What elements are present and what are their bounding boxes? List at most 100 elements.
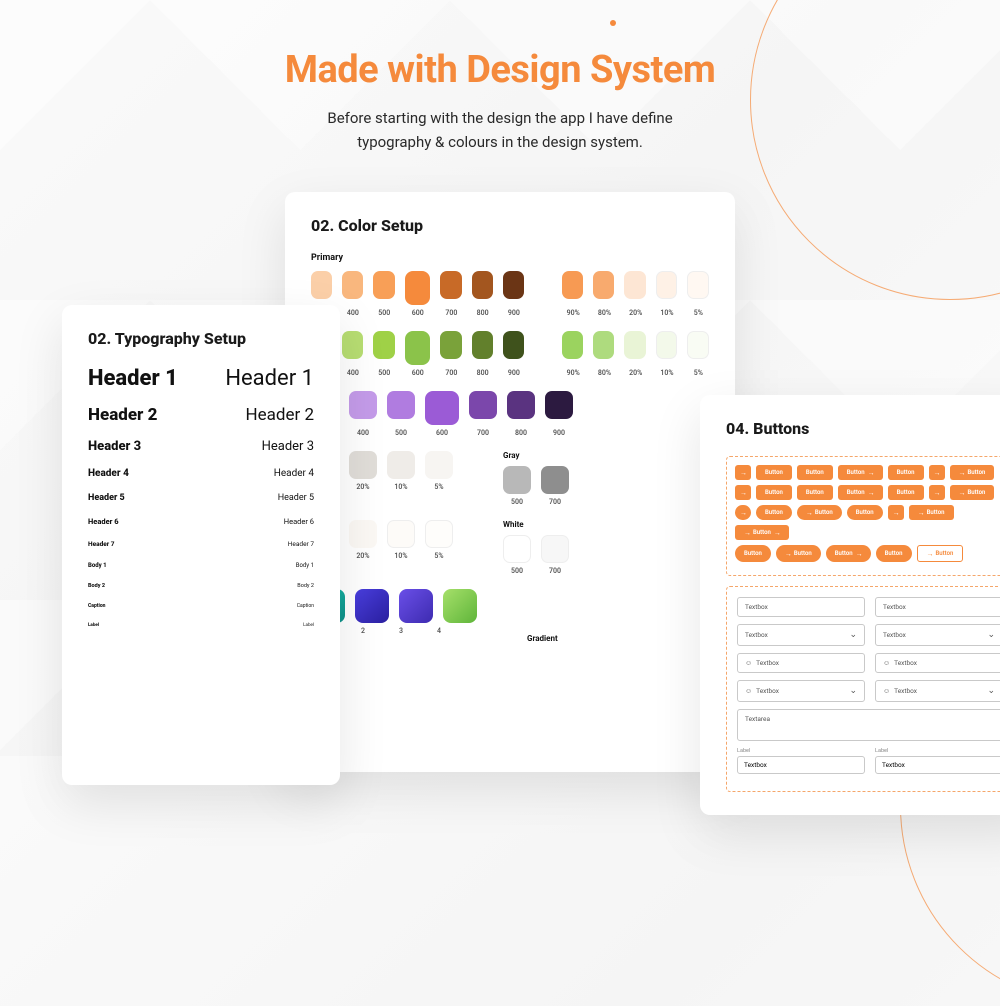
swatch-label: 800 [472, 309, 493, 317]
button[interactable]: Button [797, 505, 842, 520]
color-swatch [373, 331, 394, 359]
color-swatch [311, 271, 332, 299]
button[interactable]: Button [950, 485, 995, 500]
icon-button[interactable] [929, 465, 945, 480]
label-textbox[interactable]: Textbox [875, 756, 1000, 774]
swatch-label: 600 [405, 369, 431, 377]
button-label: Button [856, 509, 874, 516]
select-textbox-icon[interactable]: ☺Textbox [737, 680, 865, 702]
color-swatch [687, 331, 709, 359]
buttons-card: 04. Buttons ButtonButtonButtonButtonButt… [700, 395, 1000, 815]
button[interactable]: Button [797, 485, 833, 500]
color-title: 02. Color Setup [311, 216, 709, 235]
button-label: Button [794, 550, 812, 557]
swatch-label: 800 [472, 369, 493, 377]
button[interactable]: Button [826, 545, 871, 562]
swatch-label: 400 [349, 429, 377, 437]
swatch-label: 500 [503, 567, 531, 575]
button[interactable]: Button [756, 485, 792, 500]
button[interactable]: Button [950, 465, 995, 480]
button[interactable]: Button [847, 505, 883, 520]
swatch-label: 4 [425, 627, 453, 635]
textarea[interactable]: Textarea [737, 709, 1000, 741]
button[interactable]: Button [909, 505, 954, 520]
color-swatch [349, 451, 377, 479]
textbox[interactable]: Textbox [875, 597, 1000, 617]
select-textbox[interactable]: Textbox [875, 624, 1000, 646]
typography-row: Body 1Body 1 [88, 562, 314, 569]
type-sample-bold: Caption [88, 603, 105, 609]
color-swatch [562, 271, 583, 299]
icon-button[interactable] [888, 505, 904, 520]
swatch-label: 10% [387, 483, 415, 491]
button-label: Button [765, 489, 783, 496]
button[interactable]: Button [888, 485, 924, 500]
arrow-icon [806, 510, 812, 516]
button[interactable]: Button [876, 545, 912, 562]
swatch-label: 80% [594, 309, 615, 317]
color-swatch [593, 271, 614, 299]
type-sample-regular: Header 3 [262, 439, 314, 454]
color-swatch [342, 331, 363, 359]
color-swatch [656, 331, 678, 359]
button[interactable]: Button [797, 465, 833, 480]
button[interactable]: Button [776, 545, 821, 562]
textbox[interactable]: Textbox [737, 597, 865, 617]
arrow-icon [740, 490, 746, 496]
button[interactable]: Button [735, 545, 771, 562]
color-swatch [387, 520, 415, 548]
button-label: Button [968, 469, 986, 476]
type-sample-bold: Header 6 [88, 517, 119, 526]
button-label: Button [897, 469, 915, 476]
swatch-label: 90% [563, 369, 584, 377]
swatch-label: 400 [342, 369, 363, 377]
arrow-icon [934, 490, 940, 496]
arrow-icon [893, 510, 899, 516]
color-swatch [425, 391, 459, 425]
white-label: White [503, 520, 569, 529]
arrow-icon [868, 490, 874, 496]
button[interactable]: Button [756, 505, 792, 520]
arrow-icon [959, 470, 965, 476]
typography-row: Header 1Header 1 [88, 366, 314, 391]
color-swatch [503, 535, 531, 563]
select-textbox[interactable]: Textbox [737, 624, 865, 646]
button[interactable]: Button [735, 525, 789, 540]
type-sample-regular: Header 2 [245, 405, 314, 425]
textbox-icon[interactable]: ☺Textbox [875, 653, 1000, 673]
gradient-swatch [355, 589, 389, 623]
select-textbox-icon[interactable]: ☺Textbox [875, 680, 1000, 702]
swatch-label: 20% [349, 552, 377, 560]
type-sample-regular: Header 7 [288, 540, 314, 548]
color-swatch [545, 391, 573, 419]
label-textbox[interactable]: Textbox [737, 756, 865, 774]
buttons-showcase: Button Button Button Button Button Button But… [726, 456, 1000, 576]
swatch-label: 500 [374, 309, 395, 317]
color-swatch [440, 331, 461, 359]
textbox-icon[interactable]: ☺Textbox [737, 653, 865, 673]
type-sample-bold: Header 2 [88, 405, 157, 425]
color-swatch [405, 271, 431, 305]
color-swatch [541, 535, 569, 563]
button-label: Button [835, 550, 853, 557]
button-label: Button [847, 489, 865, 496]
color-swatch [469, 391, 497, 419]
icon-button[interactable] [735, 485, 751, 500]
icon-button[interactable] [735, 465, 751, 480]
button[interactable]: Button [756, 465, 792, 480]
button[interactable]: Button [917, 545, 964, 562]
button[interactable]: Button [888, 465, 924, 480]
type-sample-bold: Header 3 [88, 439, 141, 454]
color-swatch [425, 520, 453, 548]
color-swatch [349, 391, 377, 419]
color-swatch [503, 466, 531, 494]
button[interactable]: Button [838, 485, 883, 500]
arrow-icon [927, 551, 933, 557]
button-label: Button [885, 550, 903, 557]
typography-row: Header 7Header 7 [88, 540, 314, 548]
swatch-label: 80% [594, 369, 615, 377]
icon-button[interactable] [929, 485, 945, 500]
button-label: Button [927, 509, 945, 516]
button[interactable]: Button [838, 465, 883, 480]
icon-button[interactable] [735, 505, 751, 520]
